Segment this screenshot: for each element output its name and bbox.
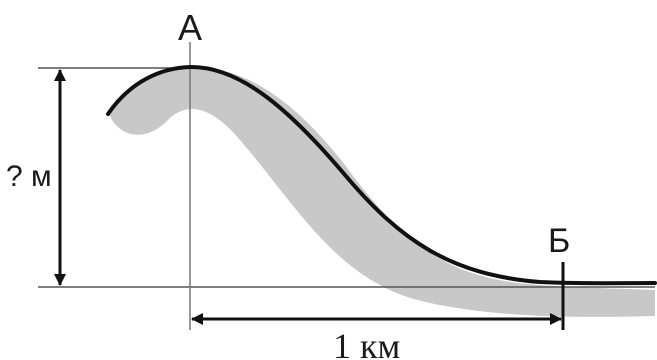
point-a-label: А (178, 7, 202, 48)
point-b-label: Б (548, 222, 570, 260)
hill-shadow (108, 67, 655, 317)
height-label: ? м (6, 160, 52, 193)
distance-label: 1 км (333, 326, 400, 360)
hill-profile-curve (106, 64, 657, 286)
